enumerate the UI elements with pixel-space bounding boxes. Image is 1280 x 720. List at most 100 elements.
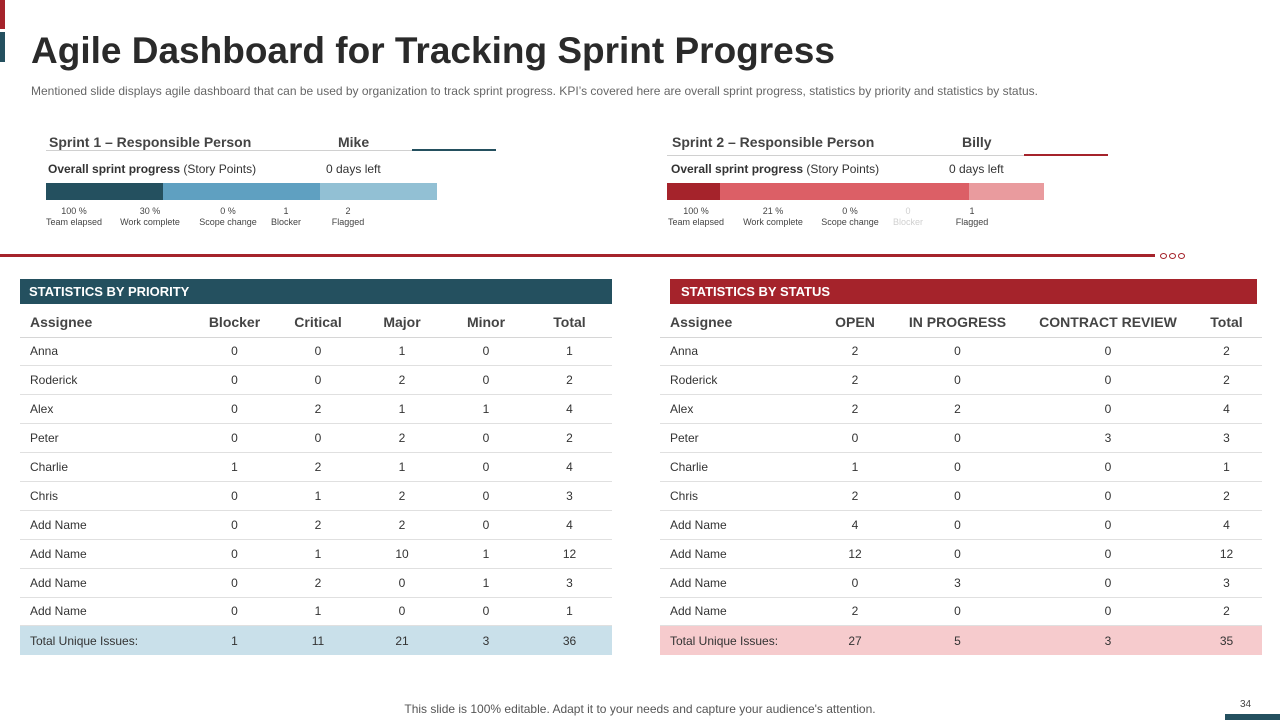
value-cell: 0	[277, 423, 359, 454]
value-cell: 2	[1191, 365, 1262, 396]
value-cell: 2	[359, 481, 445, 511]
value-cell: 0	[890, 452, 1025, 482]
value-cell: 1	[277, 597, 359, 627]
priority-col-header: Blocker	[192, 308, 277, 338]
stat-value: 0 %	[220, 206, 236, 216]
table-row: Add Name 12 0 0 12	[660, 539, 1262, 569]
sprint-1-label: Sprint 1 – Responsible Person	[49, 134, 252, 150]
value-cell: 2	[890, 394, 1025, 425]
progress-segment-1	[46, 183, 164, 200]
total-value: 21	[359, 625, 445, 655]
stat-value: 100 %	[61, 206, 87, 216]
stat-label: Work complete	[120, 217, 180, 227]
progress-segment-2	[719, 183, 969, 200]
table-row: Peter 0 0 2 0 2	[20, 423, 612, 454]
total-value: 3	[1025, 625, 1191, 655]
status-col-header: IN PROGRESS	[890, 308, 1025, 338]
value-cell: 4	[1191, 394, 1262, 425]
value-cell: 0	[890, 423, 1025, 454]
sprint-2-rule	[667, 155, 1024, 156]
progress-segment-3	[319, 183, 437, 200]
value-cell: 0	[820, 568, 890, 598]
table-row: Add Name 2 0 0 2	[660, 597, 1262, 627]
stat-value: 0	[905, 206, 911, 216]
value-cell: 1	[527, 597, 612, 627]
stat-value: 21 %	[762, 206, 784, 216]
stat-value: 30 %	[139, 206, 161, 216]
value-cell: 0	[1025, 539, 1191, 569]
table-row: Chris 2 0 0 2	[660, 481, 1262, 511]
stat-label: Flagged	[331, 217, 365, 227]
stat-label: Scope change	[199, 217, 257, 227]
status-col-header: Total	[1191, 308, 1262, 338]
value-cell: 2	[359, 423, 445, 454]
value-cell: 2	[277, 394, 359, 425]
value-cell: 12	[820, 539, 890, 569]
value-cell: 0	[1025, 337, 1191, 367]
assignee-cell: Anna	[20, 337, 192, 367]
priority-title: STATISTICS BY PRIORITY	[20, 279, 612, 304]
sprint-2-progress-bar	[667, 183, 1044, 200]
value-cell: 0	[192, 568, 277, 598]
value-cell: 0	[192, 365, 277, 396]
value-cell: 3	[1025, 423, 1191, 454]
table-row: Chris 0 1 2 0 3	[20, 481, 612, 511]
total-value: 36	[527, 625, 612, 655]
value-cell: 12	[1191, 539, 1262, 569]
priority-col-header: Assignee	[20, 308, 192, 338]
priority-header-row: Assignee Blocker Critical Major Minor Total	[20, 308, 612, 338]
assignee-cell: Add Name	[660, 539, 820, 569]
sprint-stat-work-complete: 21 % Work complete	[743, 206, 803, 228]
assignee-cell: Roderick	[660, 365, 820, 396]
total-value: 3	[445, 625, 527, 655]
value-cell: 0	[445, 510, 527, 540]
sprint-stat-flagged: 2 Flagged	[332, 206, 365, 228]
assignee-cell: Add Name	[660, 597, 820, 627]
table-row: Add Name 4 0 0 4	[660, 510, 1262, 540]
value-cell: 0	[277, 337, 359, 367]
value-cell: 0	[192, 539, 277, 569]
stat-label: Flagged	[955, 217, 989, 227]
status-table: Assignee OPEN IN PROGRESS CONTRACT REVIEW To…	[660, 308, 1262, 655]
stat-value: 100 %	[683, 206, 709, 216]
priority-table: Assignee Blocker Critical Major Minor Total A…	[20, 308, 612, 655]
assignee-cell: Add Name	[20, 510, 192, 540]
value-cell: 0	[277, 365, 359, 396]
sprint-stat-work-complete: 30 % Work complete	[120, 206, 180, 228]
assignee-cell: Charlie	[660, 452, 820, 482]
value-cell: 0	[1025, 452, 1191, 482]
sprint-2-progress-unit: (Story Points)	[803, 162, 880, 176]
value-cell: 0	[1025, 597, 1191, 627]
sprint-1-accent-line	[412, 149, 496, 151]
value-cell: 3	[527, 568, 612, 598]
value-cell: 3	[890, 568, 1025, 598]
value-cell: 4	[1191, 510, 1262, 540]
value-cell: 1	[277, 481, 359, 511]
table-row: Add Name 0 2 2 0 4	[20, 510, 612, 540]
value-cell: 0	[359, 568, 445, 598]
value-cell: 0	[1025, 568, 1191, 598]
assignee-cell: Peter	[660, 423, 820, 454]
sprint-stat-team-elapsed: 100 % Team elapsed	[668, 206, 724, 228]
value-cell: 0	[445, 481, 527, 511]
assignee-cell: Anna	[660, 337, 820, 367]
value-cell: 0	[192, 510, 277, 540]
sprint-1-rule	[46, 150, 412, 151]
priority-col-header: Minor	[445, 308, 527, 338]
status-col-header: CONTRACT REVIEW	[1025, 308, 1191, 338]
total-label: Total Unique Issues:	[20, 625, 192, 655]
value-cell: 2	[1191, 337, 1262, 367]
value-cell: 0	[192, 597, 277, 627]
status-header-row: Assignee OPEN IN PROGRESS CONTRACT REVIEW To…	[660, 308, 1262, 338]
value-cell: 2	[359, 510, 445, 540]
table-row: Add Name 0 1 10 1 12	[20, 539, 612, 569]
sprint-2-accent-line	[1024, 154, 1108, 156]
table-row: Peter 0 0 3 3	[660, 423, 1262, 454]
sprint-1-progress-bold: Overall sprint progress	[48, 162, 181, 176]
total-value: 35	[1191, 625, 1262, 655]
stat-label: Work complete	[743, 217, 803, 227]
priority-col-header: Critical	[277, 308, 359, 338]
value-cell: 0	[820, 423, 890, 454]
table-row: Roderick 2 0 0 2	[660, 365, 1262, 396]
value-cell: 0	[1025, 394, 1191, 425]
